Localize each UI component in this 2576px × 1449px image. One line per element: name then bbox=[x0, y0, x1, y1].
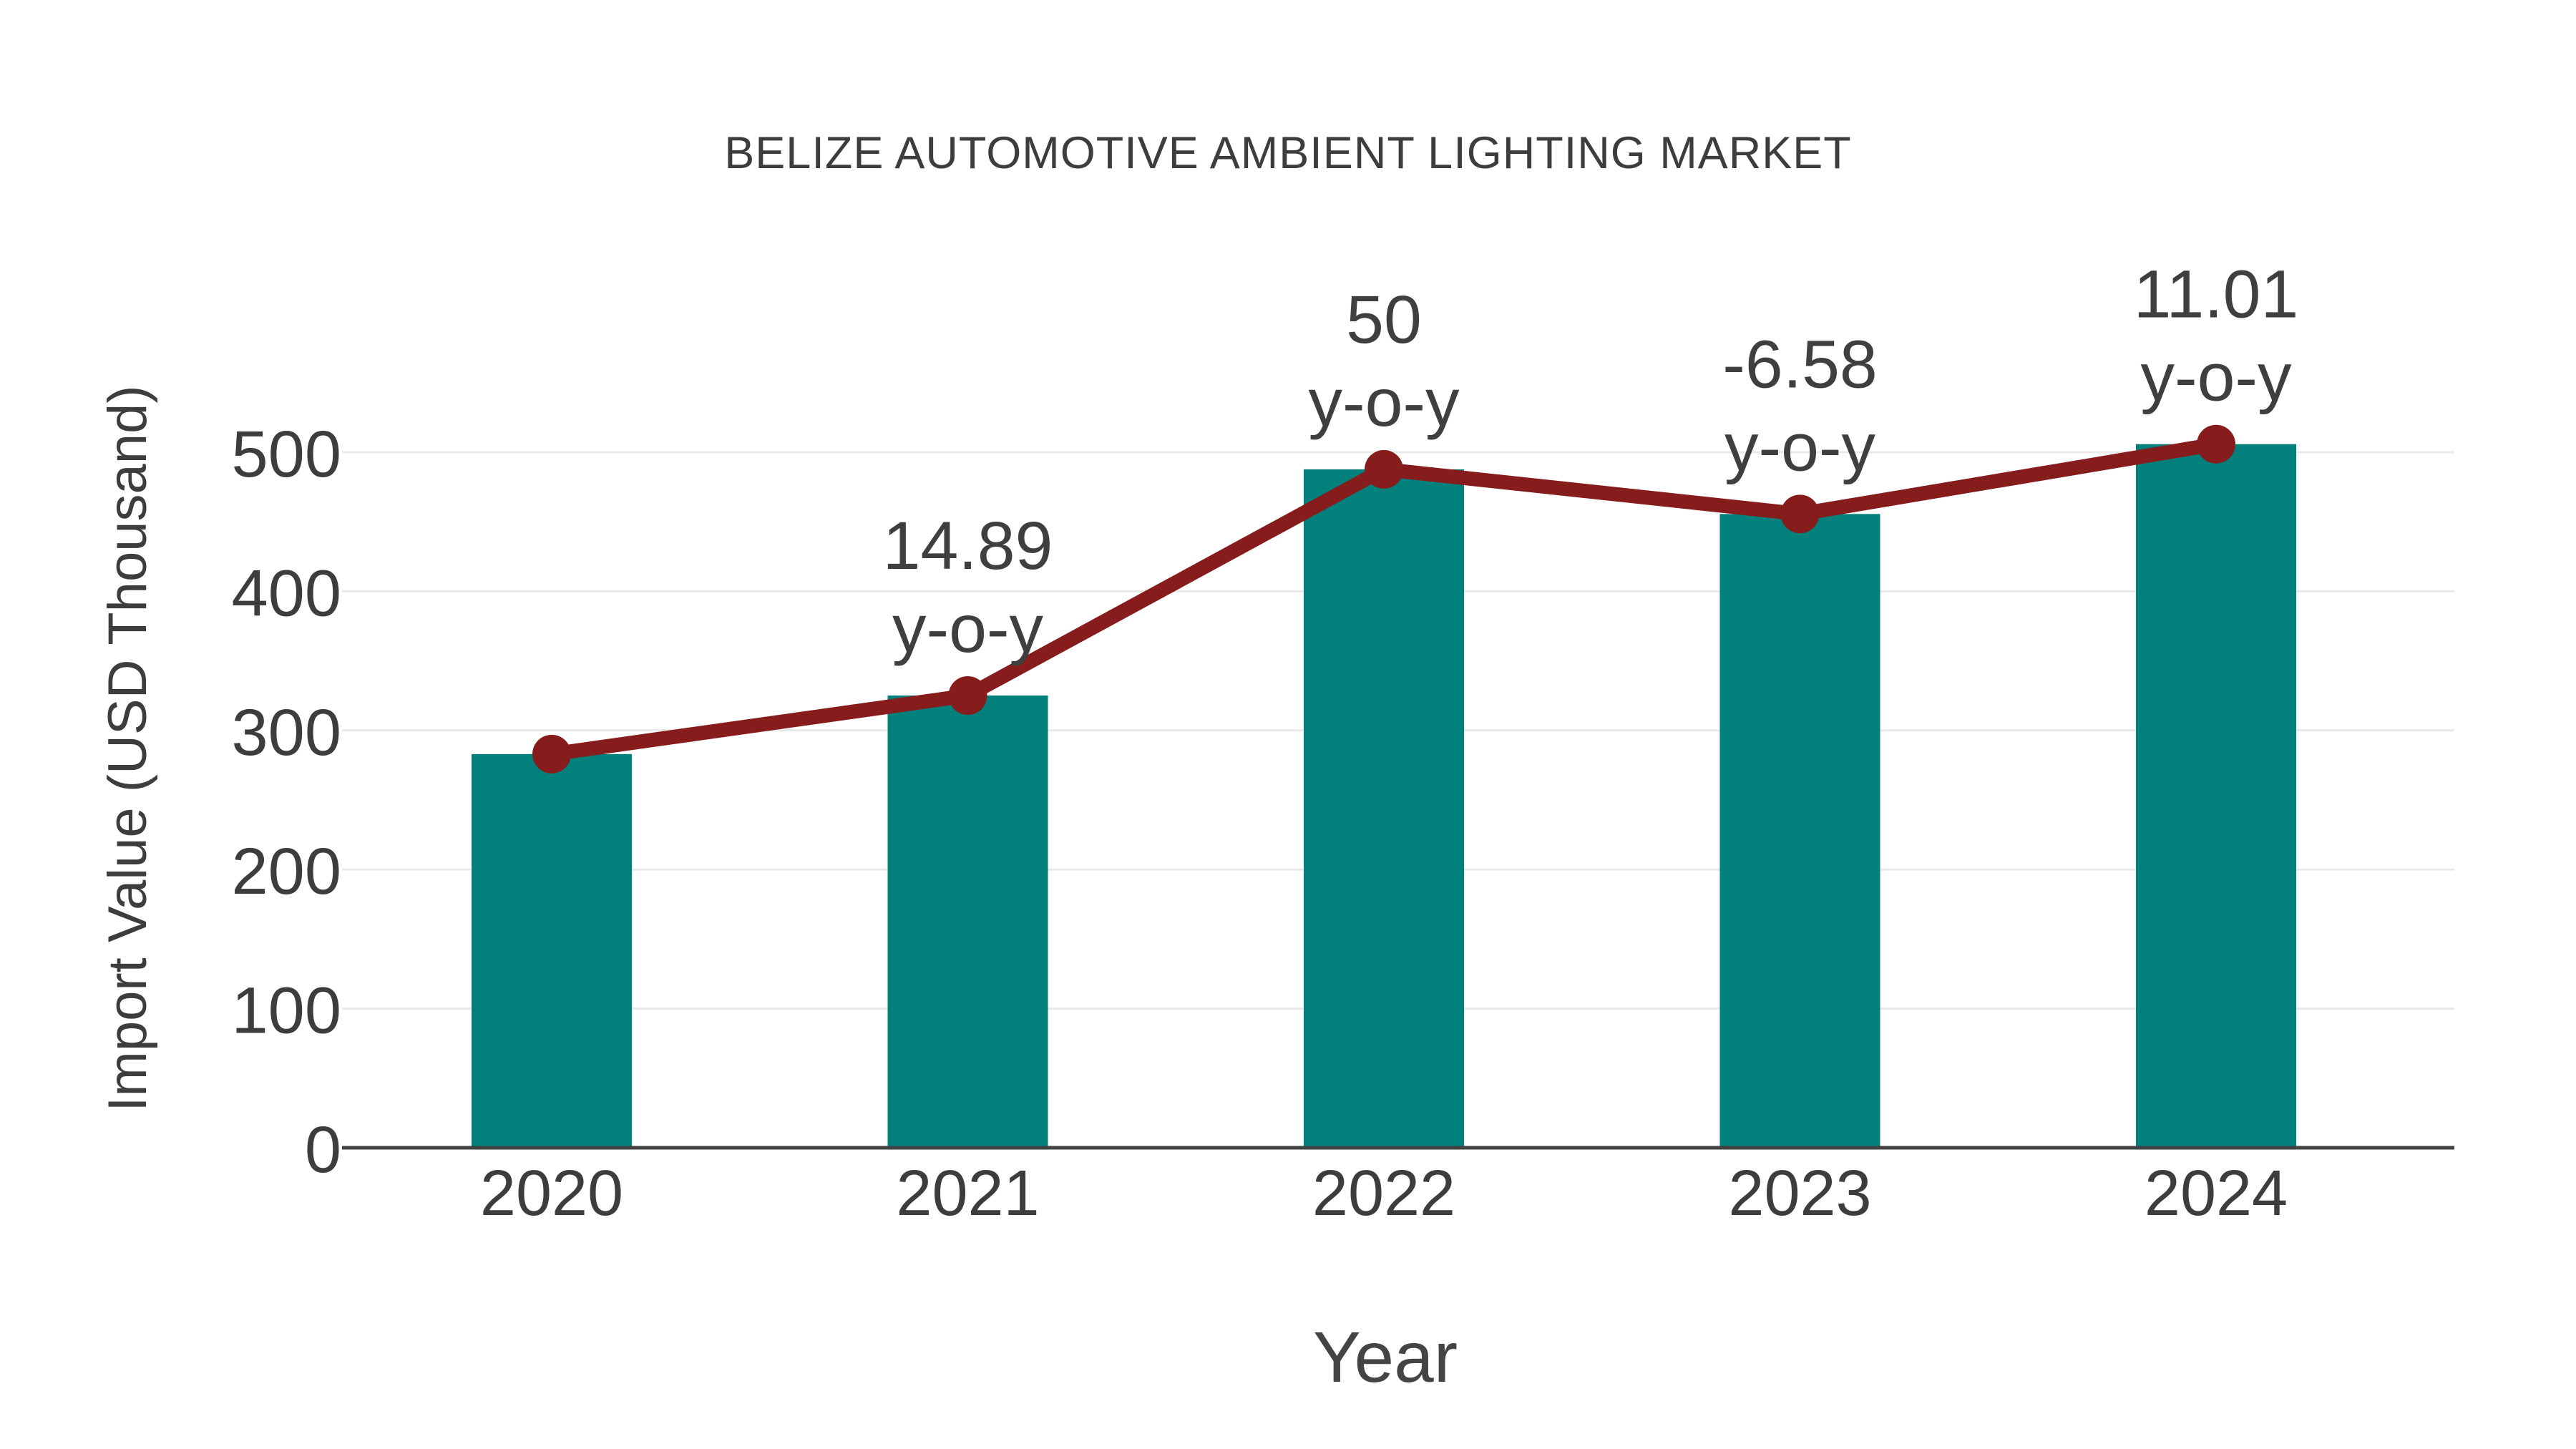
chart-title: BELIZE AUTOMOTIVE AMBIENT LIGHTING MARKE… bbox=[724, 128, 1852, 178]
annotation-value-2022: 50 bbox=[1346, 282, 1422, 358]
bar-2020 bbox=[472, 753, 632, 1148]
x-tick-label-2024: 2024 bbox=[2145, 1158, 2288, 1229]
y-tick-label-300: 300 bbox=[232, 696, 342, 769]
x-tick-label-2021: 2021 bbox=[896, 1158, 1039, 1229]
y-tick-label-0: 0 bbox=[305, 1113, 341, 1186]
bar-2023 bbox=[1719, 514, 1880, 1148]
x-tick-label-2022: 2022 bbox=[1312, 1158, 1455, 1229]
annotation-suffix-2023: y-o-y bbox=[1724, 409, 1876, 485]
line-point-2021 bbox=[948, 676, 987, 716]
annotation-value-2021: 14.89 bbox=[883, 508, 1053, 584]
annotation-suffix-2021: y-o-y bbox=[892, 591, 1044, 667]
line-point-2024 bbox=[2197, 424, 2235, 464]
y-tick-label-400: 400 bbox=[232, 557, 342, 630]
bar-2022 bbox=[1304, 469, 1464, 1148]
bar-2024 bbox=[2136, 444, 2296, 1148]
y-tick-label-100: 100 bbox=[232, 975, 342, 1048]
x-tick-label-2020: 2020 bbox=[480, 1158, 623, 1229]
annotation-value-2024: 11.01 bbox=[2134, 257, 2299, 333]
annotation-suffix-2024: y-o-y bbox=[2140, 340, 2292, 416]
y-tick-label-200: 200 bbox=[232, 835, 342, 908]
y-tick-label-500: 500 bbox=[232, 418, 342, 491]
bar-2021 bbox=[887, 696, 1048, 1148]
x-tick-label-2023: 2023 bbox=[1728, 1158, 1871, 1229]
line-point-2023 bbox=[1780, 494, 1820, 534]
line-point-2020 bbox=[532, 734, 571, 774]
line-point-2022 bbox=[1365, 449, 1403, 489]
annotation-value-2023: -6.58 bbox=[1722, 326, 1878, 402]
x-axis-title: Year bbox=[1312, 1317, 1458, 1397]
annotation-suffix-2022: y-o-y bbox=[1308, 365, 1460, 441]
